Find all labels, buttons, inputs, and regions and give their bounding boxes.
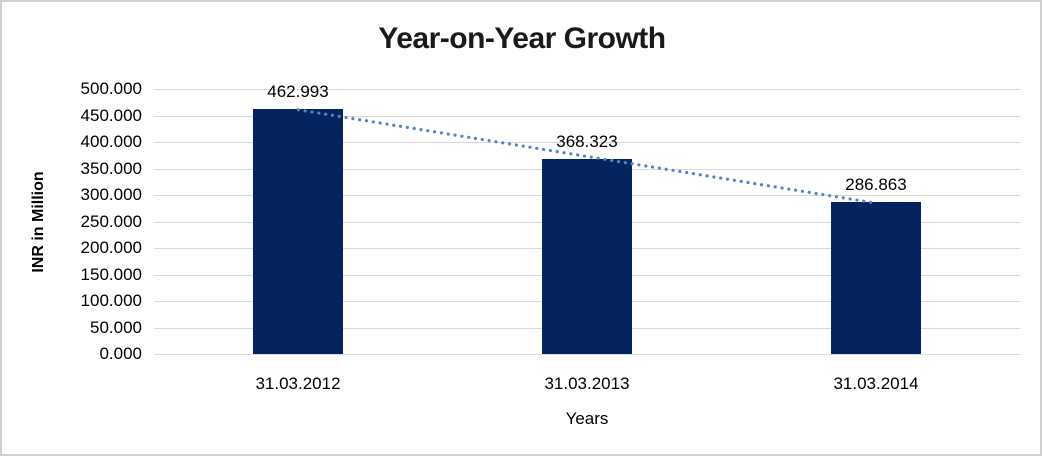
- y-tick-label: 450.000: [80, 106, 142, 125]
- gridline: [154, 89, 1020, 90]
- bar: [542, 159, 632, 354]
- y-tick-label: 150.000: [80, 265, 142, 284]
- gridline: [154, 116, 1020, 117]
- y-tick-label: 300.000: [80, 185, 142, 204]
- chart-title: Year-on-Year Growth: [378, 22, 666, 55]
- bar-value-label: 286.863: [845, 175, 907, 194]
- y-tick-label: 500.000: [80, 79, 142, 98]
- bar-value-label: 368.323: [556, 132, 618, 151]
- y-tick-label: 50.000: [90, 318, 142, 337]
- x-tick-label: 31.03.2014: [833, 374, 919, 393]
- y-tick-label: 0.000: [99, 344, 142, 363]
- x-tick-label: 31.03.2013: [544, 374, 630, 393]
- bar-value-label: 462.993: [267, 82, 329, 101]
- x-tick-label: 31.03.2012: [255, 374, 341, 393]
- x-axis-title: Years: [565, 409, 609, 428]
- trendline-dotted: [296, 108, 878, 205]
- bar: [253, 109, 343, 354]
- y-tick-label: 200.000: [80, 238, 142, 257]
- bar: [831, 202, 921, 354]
- y-tick-label: 100.000: [80, 291, 142, 310]
- y-tick-label: 350.000: [80, 159, 142, 178]
- gridline: [154, 354, 1020, 355]
- y-tick-label: 250.000: [80, 212, 142, 231]
- y-tick-label: 400.000: [80, 132, 142, 151]
- gridline: [154, 142, 1020, 143]
